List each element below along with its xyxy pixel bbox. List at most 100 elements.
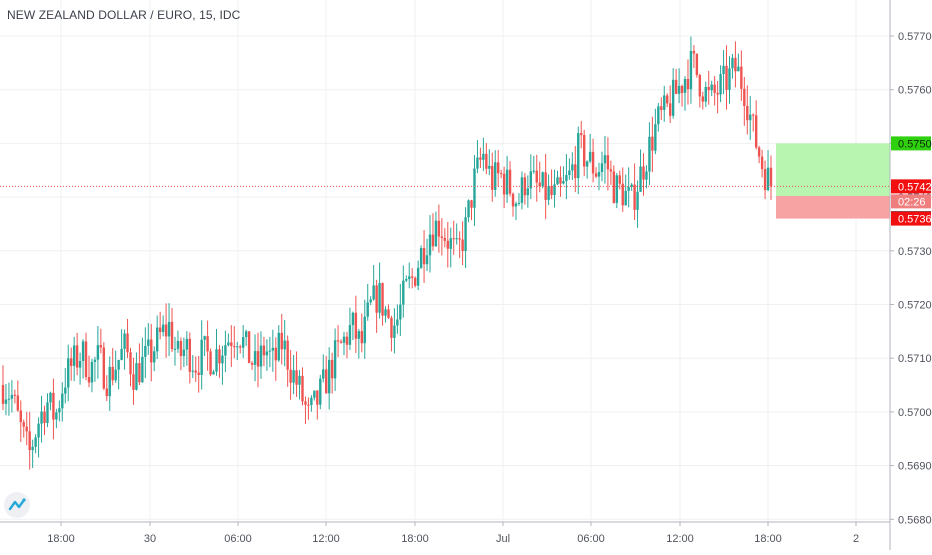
candle-body xyxy=(535,170,538,183)
candle-body xyxy=(84,341,88,377)
candle-body xyxy=(25,426,28,432)
candle-body xyxy=(692,50,696,54)
candle-body xyxy=(150,339,153,363)
candle-body xyxy=(491,165,494,190)
candle-body xyxy=(597,172,601,177)
candle-body xyxy=(396,319,399,326)
y-tick-label: 0.5730 xyxy=(898,246,932,258)
candle-body xyxy=(357,331,361,339)
candle-body xyxy=(532,170,535,172)
candle-body xyxy=(236,346,239,348)
candle-body xyxy=(203,336,206,340)
candle-body xyxy=(580,133,583,136)
logo-icon[interactable] xyxy=(4,492,30,518)
candle-body xyxy=(698,74,702,97)
candle-body xyxy=(286,340,289,370)
candle-body xyxy=(683,79,687,93)
candle-body xyxy=(411,276,414,278)
candle-body xyxy=(28,431,31,451)
candle-body xyxy=(757,147,761,157)
stop-loss-badge xyxy=(891,211,931,226)
candle-body xyxy=(499,173,503,175)
candle-body xyxy=(754,115,758,148)
candle-body xyxy=(161,324,165,333)
candle-body xyxy=(135,363,138,390)
candle-body xyxy=(766,167,770,191)
candle-body xyxy=(153,351,156,363)
candle-body xyxy=(22,422,25,427)
candle-body xyxy=(612,171,616,203)
candle-body xyxy=(49,392,52,403)
candle-body xyxy=(529,171,533,189)
candle-body xyxy=(624,190,627,206)
candle-body xyxy=(70,358,73,366)
x-tick-label: 12:00 xyxy=(312,533,340,545)
candle-body xyxy=(609,169,613,172)
candle-body xyxy=(496,162,500,174)
candle-body xyxy=(179,340,183,357)
x-tick-label: 2 xyxy=(853,533,859,545)
chart-title: NEW ZEALAND DOLLAR / EURO, 15, IDC xyxy=(7,8,241,22)
candle-body xyxy=(752,114,755,116)
candle-body xyxy=(120,348,123,360)
candle-body xyxy=(19,410,22,423)
candle-body xyxy=(464,217,467,252)
candle-body xyxy=(37,423,40,438)
candle-body xyxy=(330,359,334,379)
candle-body xyxy=(422,248,426,265)
candle-body xyxy=(674,79,678,94)
y-tick-label: 0.5760 xyxy=(898,85,932,97)
y-tick-label: 0.5710 xyxy=(898,353,932,365)
candle-body xyxy=(239,346,242,348)
candle-body xyxy=(292,370,295,383)
y-tick-label: 0.5690 xyxy=(898,461,932,473)
candle-body xyxy=(502,173,506,195)
candle-body xyxy=(336,340,340,342)
candle-body xyxy=(298,375,301,385)
candle-body xyxy=(230,342,233,346)
candle-body xyxy=(99,345,103,348)
candle-body xyxy=(479,157,482,160)
candle-body xyxy=(265,351,269,356)
candle-body xyxy=(443,237,447,241)
candle-body xyxy=(574,164,577,179)
candle-body xyxy=(511,193,515,207)
candle-body xyxy=(538,182,541,187)
candle-body xyxy=(167,321,171,337)
candle-body xyxy=(280,332,283,350)
candle-body xyxy=(141,356,144,383)
candle-body xyxy=(671,79,675,116)
candle-body xyxy=(277,332,280,361)
candle-body xyxy=(419,248,423,268)
candle-body xyxy=(461,239,464,252)
grid xyxy=(0,0,890,522)
candle-body xyxy=(55,412,58,420)
stop-loss-zone xyxy=(776,196,890,219)
countdown-label: 02:26 xyxy=(898,196,926,208)
candle-body xyxy=(313,390,316,398)
candle-body xyxy=(713,84,716,93)
candle-body xyxy=(517,202,521,204)
candle-body xyxy=(437,220,441,237)
candle-body xyxy=(588,151,592,162)
position-zones xyxy=(776,143,890,219)
candle-body xyxy=(16,395,20,411)
candle-body xyxy=(722,65,725,75)
candle-body xyxy=(259,345,263,367)
candle-body xyxy=(618,175,621,184)
candle-body xyxy=(247,331,251,364)
candle-body xyxy=(384,309,387,316)
candle-body xyxy=(253,351,257,365)
candle-body xyxy=(677,85,681,94)
candle-body xyxy=(668,103,672,116)
candle-body xyxy=(144,345,147,357)
candle-body xyxy=(244,331,248,338)
candle-body xyxy=(663,95,666,110)
candle-body xyxy=(75,345,79,368)
candle-body xyxy=(87,376,91,383)
candle-body xyxy=(710,84,713,91)
candle-body xyxy=(458,238,461,240)
